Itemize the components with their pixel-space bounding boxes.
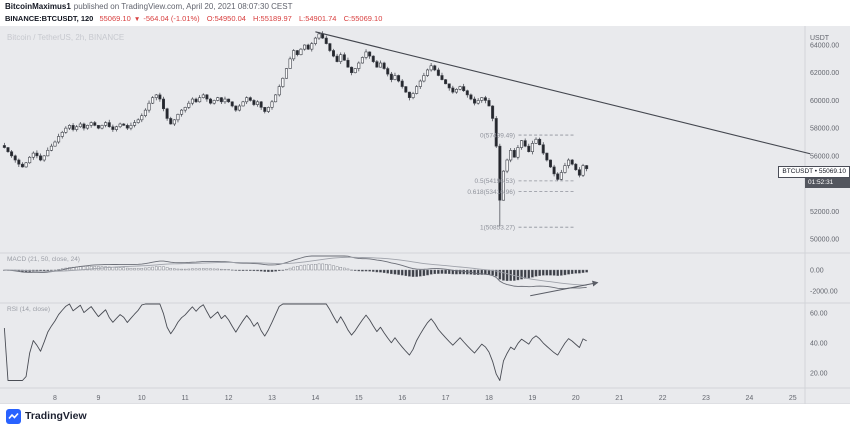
svg-text:64000.00: 64000.00 [810,43,839,50]
svg-text:9: 9 [96,395,100,402]
price-axis[interactable] [805,26,850,388]
macd-arrow-annotation [530,280,599,297]
svg-text:0.5(54196.53): 0.5(54196.53) [475,178,515,185]
trendline-annotation [315,31,811,155]
svg-text:18: 18 [485,395,493,402]
symbol-title: BINANCE:BTCUSDT, 120 [5,14,94,23]
svg-text:21: 21 [615,395,623,402]
svg-text:8: 8 [53,395,57,402]
svg-text:56000.00: 56000.00 [810,153,839,160]
svg-text:60000.00: 60000.00 [810,98,839,105]
ohlc-high: H:55189.97 [253,14,292,23]
tradingview-logo-icon[interactable] [6,408,21,424]
svg-text:52000.00: 52000.00 [810,209,839,216]
svg-text:1(50853.27): 1(50853.27) [480,224,515,231]
symbol-ohlc-line: BINANCE:BTCUSDT, 120 55069.10 ▼ -564.04 … [5,13,850,25]
fib-retracement: 0(57499.49) 0.5(54196.53) 0.618(53416.96) 1… [467,132,575,231]
symbol-watermark: Bitcoin / TetherUS, 2h, BINANCE [7,33,125,42]
svg-text:24: 24 [746,395,754,402]
price-tag-label: BTCUSDT • 55069.10 [778,166,850,178]
macd-histogram [3,263,588,282]
svg-text:62000.00: 62000.00 [810,70,839,77]
candlestick-series [2,31,589,227]
svg-text:0.618(53416.96): 0.618(53416.96) [467,189,515,196]
chart-background [0,26,850,404]
svg-text:11: 11 [182,395,189,402]
svg-text:58000.00: 58000.00 [810,126,839,133]
svg-text:60.00: 60.00 [810,311,828,318]
publish-header: BitcoinMaximus1 published on TradingView.… [0,0,850,26]
rsi-line [3,303,587,381]
publish-info: published on TradingView.com, April 20, … [73,2,293,11]
svg-text:22: 22 [659,395,667,402]
svg-text:0.00: 0.00 [810,268,824,275]
svg-text:20.00: 20.00 [810,371,828,378]
svg-text:15: 15 [355,395,363,402]
price-change: -564.04 (-1.01%) [143,14,200,23]
svg-text:20: 20 [572,395,580,402]
author-name: BitcoinMaximus1 [5,2,71,11]
tradingview-brand[interactable]: TradingView [25,410,87,422]
svg-text:40.00: 40.00 [810,341,828,348]
panel-separators [0,26,850,405]
bar-countdown: 01:52:31 [805,178,850,188]
ohlc-close: C:55069.10 [343,14,383,23]
publish-line: BitcoinMaximus1 published on TradingView.… [5,2,850,12]
svg-text:19: 19 [529,395,537,402]
down-arrow-icon: ▼ [133,16,141,23]
svg-text:0(57499.49): 0(57499.49) [480,132,515,139]
rsi-indicator-label[interactable]: RSI (14, close) [7,306,50,313]
svg-text:-2000.00: -2000.00 [810,289,838,296]
time-axis[interactable] [0,388,805,404]
time-axis-labels: 8 9 10 11 12 13 14 15 16 17 18 19 20 21 22 23 24 25 [53,395,797,402]
ohlc-open: O:54950.04 [206,14,246,23]
macd-lines [4,255,587,290]
price-tag: BTCUSDT • 55069.10 01:52:31 [778,166,850,188]
ohlc-low: L:54901.74 [298,14,337,23]
last-price: 55069.10 [99,14,131,23]
svg-text:25: 25 [789,395,797,402]
svg-text:50000.00: 50000.00 [810,236,839,243]
svg-text:12: 12 [225,395,233,402]
macd-indicator-label[interactable]: MACD (21, 50, close, 24) [7,256,80,263]
svg-text:16: 16 [398,395,406,402]
svg-text:13: 13 [268,395,276,402]
svg-text:14: 14 [312,395,320,402]
svg-text:USDT: USDT [810,35,830,42]
footer: TradingView [0,404,850,428]
svg-text:23: 23 [702,395,710,402]
svg-text:10: 10 [138,395,146,402]
svg-text:17: 17 [442,395,450,402]
